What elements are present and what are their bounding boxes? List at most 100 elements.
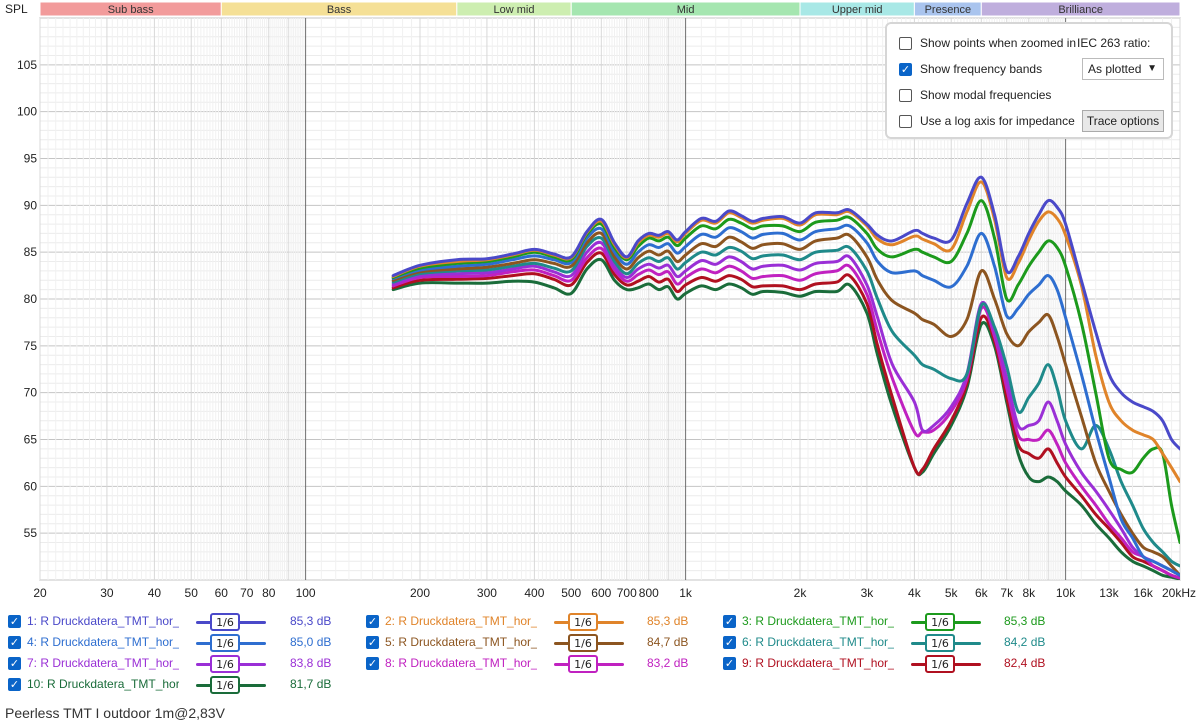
x-tick-label: 20 — [33, 586, 47, 600]
log-impedance-checkbox[interactable] — [899, 114, 912, 128]
iec-ratio-select[interactable]: As plotted ▼ — [1082, 58, 1164, 80]
legend-checkbox[interactable]: ✓ — [723, 635, 736, 649]
legend-name: 8: R Druckdatera_TMT_hor_ 70 — [385, 656, 537, 670]
legend-item[interactable]: ✓ 10: R Druckdatera_TMT_hor_ 90 — [8, 675, 179, 693]
x-tick-label: 300 — [477, 586, 497, 600]
smoothing-indicator[interactable]: 1/6 — [554, 613, 624, 631]
legend-item[interactable]: ✓ 8: R Druckdatera_TMT_hor_ 70 — [366, 654, 537, 672]
legend-item[interactable]: ✓ 4: R Druckdatera_TMT_hor_ 30 — [8, 633, 179, 651]
legend-level: 82,4 dB — [1004, 656, 1046, 670]
trace-line[interactable] — [391, 223, 1180, 577]
y-tick-label: 95 — [24, 152, 38, 166]
smoothing-label: 1/6 — [210, 676, 240, 694]
graph-title: Peerless TMT I outdoor 1m@2,83V — [5, 705, 225, 721]
band-label: Brilliance — [1058, 4, 1103, 16]
band-brilliance — [980, 1, 1181, 17]
x-tick-label: 800 — [639, 586, 659, 600]
trace-line[interactable] — [391, 240, 1180, 577]
x-tick-label: 600 — [591, 586, 611, 600]
legend-name: 2: R Druckdatera_TMT_hor_ 10 — [385, 614, 537, 628]
trace-line[interactable] — [391, 251, 1180, 580]
legend-level: 84,7 dB — [647, 635, 689, 649]
x-tick-label: 7k — [1000, 586, 1014, 600]
smoothing-label: 1/6 — [568, 613, 598, 631]
x-tick-label: 100 — [296, 586, 316, 600]
show-bands-option[interactable]: ✓ Show frequency bands — [899, 59, 1042, 79]
legend-checkbox[interactable]: ✓ — [8, 635, 21, 649]
smoothing-indicator[interactable]: 1/6 — [196, 676, 266, 694]
legend-checkbox[interactable]: ✓ — [366, 614, 379, 628]
legend-name: 1: R Druckdatera_TMT_hor_ 0 — [27, 614, 179, 628]
smoothing-indicator[interactable]: 1/6 — [554, 634, 624, 652]
legend-level: 85,3 dB — [290, 614, 332, 628]
trace-line[interactable] — [391, 175, 1180, 451]
y-tick-label: 65 — [24, 433, 38, 447]
x-tick-label: 70 — [240, 586, 254, 600]
legend-item[interactable]: ✓ 1: R Druckdatera_TMT_hor_ 0 — [8, 612, 179, 630]
smoothing-indicator[interactable]: 1/6 — [196, 655, 266, 673]
trace-line[interactable] — [391, 199, 1180, 544]
smoothing-indicator[interactable]: 1/6 — [196, 613, 266, 631]
show-modal-option[interactable]: Show modal frequencies — [899, 85, 1051, 105]
legend-level: 85,3 dB — [647, 614, 689, 628]
legend-item[interactable]: ✓ 5: R Druckdatera_TMT_hor_ 40 — [366, 633, 537, 651]
show-bands-checkbox[interactable]: ✓ — [899, 62, 912, 76]
trace-line[interactable] — [391, 246, 1180, 580]
legend-checkbox[interactable]: ✓ — [8, 677, 21, 691]
legend-item[interactable]: ✓ 7: R Druckdatera_TMT_hor_ 60 — [8, 654, 179, 672]
trace-line[interactable] — [391, 257, 1180, 580]
x-tick-label: 200 — [410, 586, 430, 600]
x-tick-label: 80 — [262, 586, 276, 600]
smoothing-label: 1/6 — [210, 655, 240, 673]
legend-checkbox[interactable]: ✓ — [366, 635, 379, 649]
band-label: Mid — [677, 4, 695, 16]
band-label: Bass — [327, 4, 352, 16]
x-tick-label: 60 — [215, 586, 229, 600]
smoothing-indicator[interactable]: 1/6 — [911, 655, 981, 673]
chevron-down-icon: ▼ — [1147, 63, 1157, 74]
x-tick-label: 400 — [524, 586, 544, 600]
legend-item[interactable]: ✓ 9: R Druckdatera_TMT_hor_ 80 — [723, 654, 894, 672]
legend-checkbox[interactable]: ✓ — [366, 656, 379, 670]
trace-options-button[interactable]: Trace options — [1082, 110, 1164, 132]
y-tick-label: 85 — [24, 245, 38, 259]
legend-name: 3: R Druckdatera_TMT_hor_ 20 — [742, 614, 894, 628]
show-points-option[interactable]: Show points when zoomed in — [899, 33, 1076, 53]
y-tick-label: 70 — [24, 386, 38, 400]
frequency-bands: Sub bass Bass Low mid Mid Upper mid Presence B… — [39, 1, 1181, 17]
trace-line[interactable] — [391, 231, 1180, 577]
band-label: Upper mid — [832, 4, 883, 16]
legend-level: 85,0 dB — [290, 635, 332, 649]
legend-item[interactable]: ✓ 3: R Druckdatera_TMT_hor_ 20 — [723, 612, 894, 630]
smoothing-indicator[interactable]: 1/6 — [554, 655, 624, 673]
smoothing-label: 1/6 — [210, 613, 240, 631]
y-tick-label: 90 — [24, 198, 38, 212]
x-tick-label: 16k — [1133, 586, 1153, 600]
legend-item[interactable]: ✓ 6: R Druckdatera_TMT_hor_ 50 — [723, 633, 894, 651]
smoothing-indicator[interactable]: 1/6 — [911, 613, 981, 631]
smoothing-label: 1/6 — [925, 655, 955, 673]
legend-checkbox[interactable]: ✓ — [723, 656, 736, 670]
y-tick-label: 100 — [17, 105, 37, 119]
x-tick-label: 3k — [861, 586, 875, 600]
show-points-checkbox[interactable] — [899, 36, 912, 50]
grid — [39, 17, 1181, 581]
legend-level: 83,8 dB — [290, 656, 332, 670]
smoothing-label: 1/6 — [210, 634, 240, 652]
legend-level: 81,7 dB — [290, 677, 332, 691]
smoothing-label: 1/6 — [925, 634, 955, 652]
legend-checkbox[interactable]: ✓ — [8, 656, 21, 670]
log-impedance-option[interactable]: Use a log axis for impedance — [899, 111, 1075, 131]
legend-item[interactable]: ✓ 2: R Druckdatera_TMT_hor_ 10 — [366, 612, 537, 630]
band-label: Presence — [925, 4, 971, 16]
legend-checkbox[interactable]: ✓ — [8, 614, 21, 628]
legend-name: 5: R Druckdatera_TMT_hor_ 40 — [385, 635, 537, 649]
legend-checkbox[interactable]: ✓ — [723, 614, 736, 628]
frequency-response-plot[interactable]: Sub bass Bass Low mid Mid Upper mid Presence B… — [0, 0, 1200, 610]
show-modal-checkbox[interactable] — [899, 88, 912, 102]
smoothing-indicator[interactable]: 1/6 — [196, 634, 266, 652]
trace-line[interactable] — [391, 236, 1180, 568]
legend-name: 6: R Druckdatera_TMT_hor_ 50 — [742, 635, 894, 649]
smoothing-indicator[interactable]: 1/6 — [911, 634, 981, 652]
y-tick-label: 55 — [24, 526, 38, 540]
